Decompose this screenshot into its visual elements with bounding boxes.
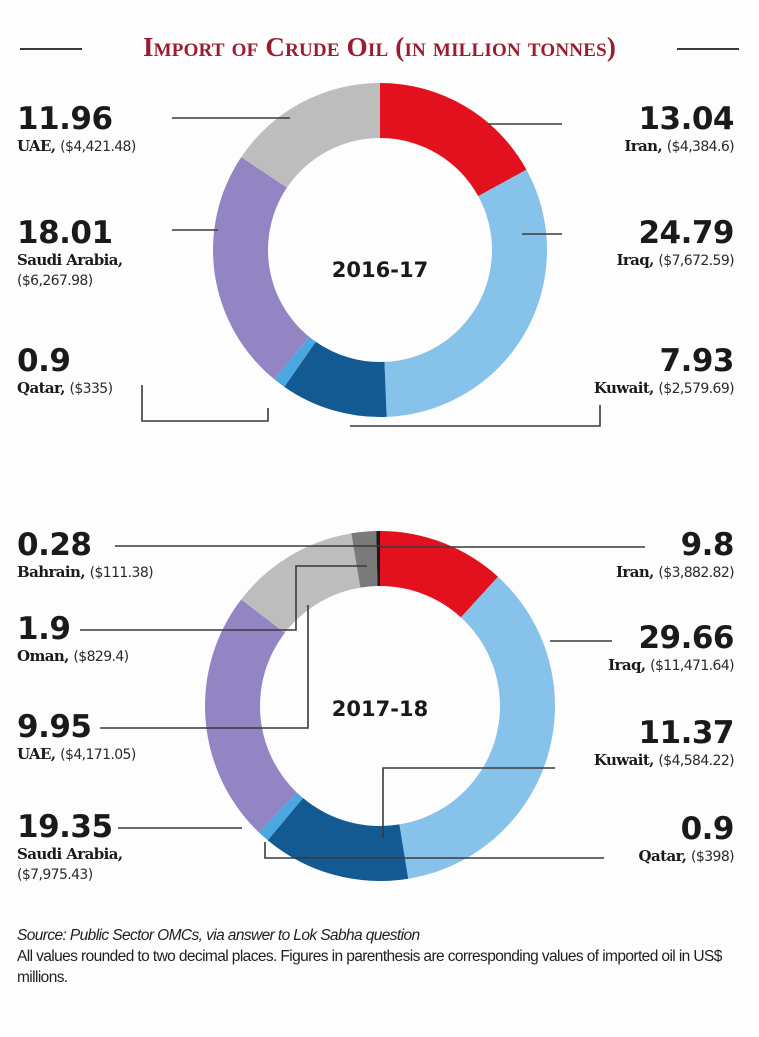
- slice-qatar: [274, 336, 316, 387]
- label-2017-saudi-arabia: 19.35 Saudi Arabia, ($7,975.43): [17, 809, 123, 883]
- value: 13.04: [638, 101, 734, 137]
- value: 24.79: [638, 215, 734, 251]
- title-bar: Import of Crude Oil (in million tonnes): [0, 14, 759, 62]
- country-name: Iran: [616, 563, 650, 581]
- slice-uae: [241, 83, 380, 188]
- title-rule-left: [20, 48, 82, 50]
- value: 11.37: [638, 715, 734, 751]
- slice-uae: [241, 533, 361, 633]
- slice-kuwait: [284, 341, 387, 417]
- slice-iran: [380, 83, 527, 197]
- value: 11.96: [17, 101, 113, 137]
- value: 19.35: [17, 809, 113, 845]
- label-2016-uae: 11.96 UAE, ($4,421.48): [17, 101, 136, 155]
- country-name: Iran: [624, 137, 658, 155]
- leader-2016-kuwait: [350, 405, 601, 427]
- country-name: Bahrain: [17, 563, 81, 581]
- usd-value: ($7,672.59): [658, 253, 734, 269]
- usd-value: ($4,384.6): [666, 139, 735, 155]
- usd-value: ($4,421.48): [60, 139, 136, 155]
- country-name: Saudi Arabia: [17, 845, 118, 863]
- usd-value: ($11,471.64): [650, 658, 734, 674]
- slice-kuwait: [267, 798, 409, 881]
- leader-2016-qatar: [141, 385, 269, 422]
- leader-2017-kuwait: [382, 767, 555, 838]
- usd-value: ($829.4): [73, 649, 129, 665]
- leader-lines: [80, 117, 645, 859]
- slice-oman: [351, 531, 378, 588]
- value: 0.9: [680, 811, 735, 847]
- leader-2017-oman: [80, 565, 367, 631]
- source-note: Source: Public Sector OMCs, via answer t…: [17, 927, 420, 944]
- slice-saudi-arabia: [212, 157, 310, 380]
- label-2017-bahrain: 0.28 Bahrain, ($111.38): [17, 527, 154, 581]
- label-2017-iraq: 29.66 Iraq, ($11,471.64): [608, 620, 734, 674]
- usd-value: ($2,579.69): [658, 381, 734, 397]
- value: 18.01: [17, 215, 113, 251]
- label-2016-iraq: 24.79 Iraq, ($7,672.59): [616, 215, 734, 269]
- slice-iraq: [384, 169, 547, 417]
- label-2017-kuwait: 11.37 Kuwait, ($4,584.22): [593, 715, 735, 769]
- donut-2016-17: [212, 83, 547, 417]
- label-2016-iran: 13.04 Iran, ($4,384.6): [624, 101, 735, 155]
- country-name: Qatar: [638, 847, 683, 865]
- usd-value: ($4,584.22): [658, 753, 734, 769]
- slice-saudi-arabia: [205, 599, 297, 833]
- slice-iraq: [399, 576, 555, 879]
- footer: Source: Public Sector OMCs, via answer t…: [17, 925, 747, 988]
- value: 7.93: [659, 343, 735, 379]
- country-name: Kuwait: [593, 379, 650, 397]
- slice-iran: [380, 531, 499, 618]
- leader-2017-qatar: [264, 842, 604, 859]
- country-name: Oman: [17, 647, 65, 665]
- label-2016-saudi-arabia: 18.01 Saudi Arabia, ($6,267.98): [17, 215, 123, 289]
- slice-bahrain: [376, 531, 380, 587]
- center-label-2017-18: 2017-18: [331, 697, 429, 721]
- value: 29.66: [638, 620, 734, 656]
- label-2016-kuwait: 7.93 Kuwait, ($2,579.69): [593, 343, 735, 397]
- rounding-note: All values rounded to two decimal places…: [17, 948, 722, 986]
- country-name: Saudi Arabia: [17, 251, 118, 269]
- label-2017-iran: 9.8 Iran, ($3,882.82): [616, 527, 735, 581]
- label-2017-qatar: 0.9 Qatar, ($398): [638, 811, 735, 865]
- usd-value: ($111.38): [89, 565, 154, 581]
- country-name: Kuwait: [593, 751, 650, 769]
- country-name: Qatar: [17, 379, 61, 397]
- chart-title: Import of Crude Oil (in million tonnes): [142, 32, 617, 62]
- usd-value: ($6,267.98): [17, 273, 93, 289]
- value: 9.8: [680, 527, 735, 563]
- value: 9.95: [17, 709, 92, 745]
- value: 1.9: [17, 611, 71, 647]
- label-2016-qatar: 0.9 Qatar, ($335): [17, 343, 114, 397]
- country-name: UAE: [17, 137, 52, 155]
- country-name: Iraq: [608, 656, 641, 674]
- usd-value: ($335): [69, 381, 114, 397]
- usd-value: ($7,975.43): [17, 867, 93, 883]
- leader-2017-uae: [100, 605, 309, 729]
- country-name: UAE: [17, 745, 52, 763]
- usd-value: ($3,882.82): [658, 565, 734, 581]
- slice-qatar: [258, 792, 304, 841]
- usd-value: ($398): [691, 849, 735, 865]
- label-2017-uae: 9.95 UAE, ($4,171.05): [17, 709, 136, 763]
- donut-2017-18: [205, 531, 555, 881]
- title-rule-right: [677, 48, 739, 50]
- value: 0.28: [17, 527, 92, 563]
- country-name: Iraq: [616, 251, 650, 269]
- center-label-2016-17: 2016-17: [331, 258, 429, 282]
- usd-value: ($4,171.05): [60, 747, 136, 763]
- value: 0.9: [17, 343, 71, 379]
- label-2017-oman: 1.9 Oman, ($829.4): [17, 611, 129, 665]
